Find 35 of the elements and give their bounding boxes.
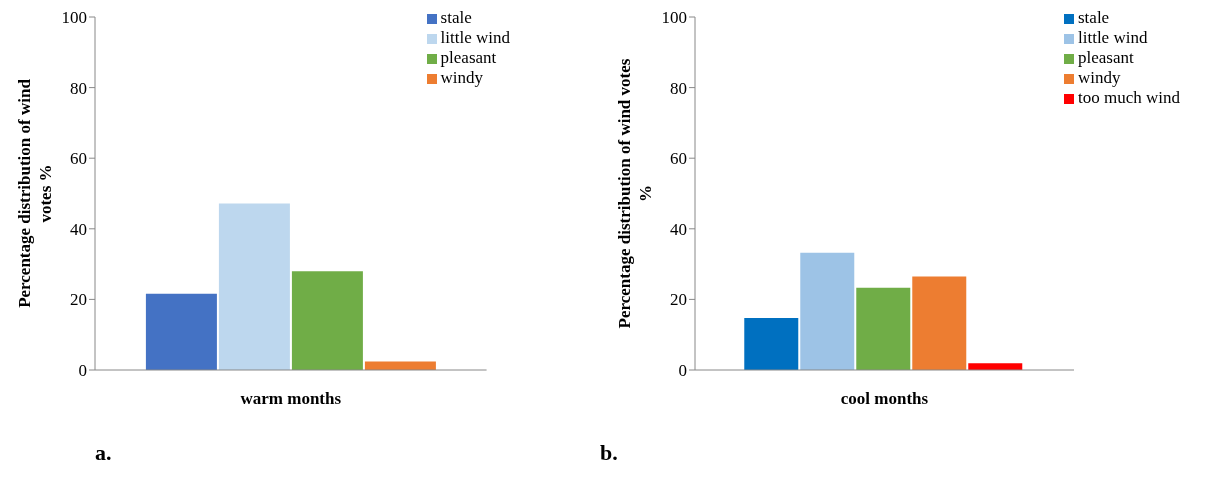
y-tick-label: 0 [678, 361, 687, 381]
text: b. [600, 440, 618, 466]
bar [912, 276, 967, 370]
bar [291, 271, 363, 370]
y-tick-label: 20 [70, 290, 87, 310]
x-tick-label: cool months [840, 389, 929, 409]
bar [800, 252, 855, 370]
x-tick-label: warm months [240, 389, 342, 409]
legend-label: pleasant [1078, 48, 1134, 67]
y-axis-title: Percentage distribution of wind votes % [15, 78, 55, 308]
legend-label: windy [440, 68, 484, 87]
bar [968, 363, 1023, 370]
legend-label: windy [1078, 68, 1121, 87]
legend-label: too much wind [1078, 88, 1180, 107]
legend-label: little wind [440, 28, 510, 47]
bar [218, 203, 290, 370]
bar [145, 293, 217, 370]
legend-label: stale [1078, 8, 1110, 27]
y-tick-label: 20 [670, 290, 687, 310]
bar [856, 287, 911, 370]
text: a. [95, 440, 112, 466]
y-tick-label: 60 [70, 149, 87, 169]
legend-label: stale [440, 8, 472, 27]
y-axis-title: Percentage distribution of wind votes % [615, 58, 655, 329]
y-tick-label: 80 [670, 78, 687, 98]
y-tick-label: 100 [661, 8, 687, 28]
y-tick-label: 0 [78, 361, 87, 381]
y-tick-label: 40 [70, 219, 87, 239]
y-tick-label: 40 [670, 219, 687, 239]
y-tick-label: 100 [61, 8, 87, 28]
y-tick-label: 80 [70, 78, 87, 98]
y-tick-label: 60 [670, 149, 687, 169]
legend-label: little wind [1078, 28, 1148, 47]
legend-label: pleasant [440, 48, 497, 67]
bar [744, 318, 799, 370]
